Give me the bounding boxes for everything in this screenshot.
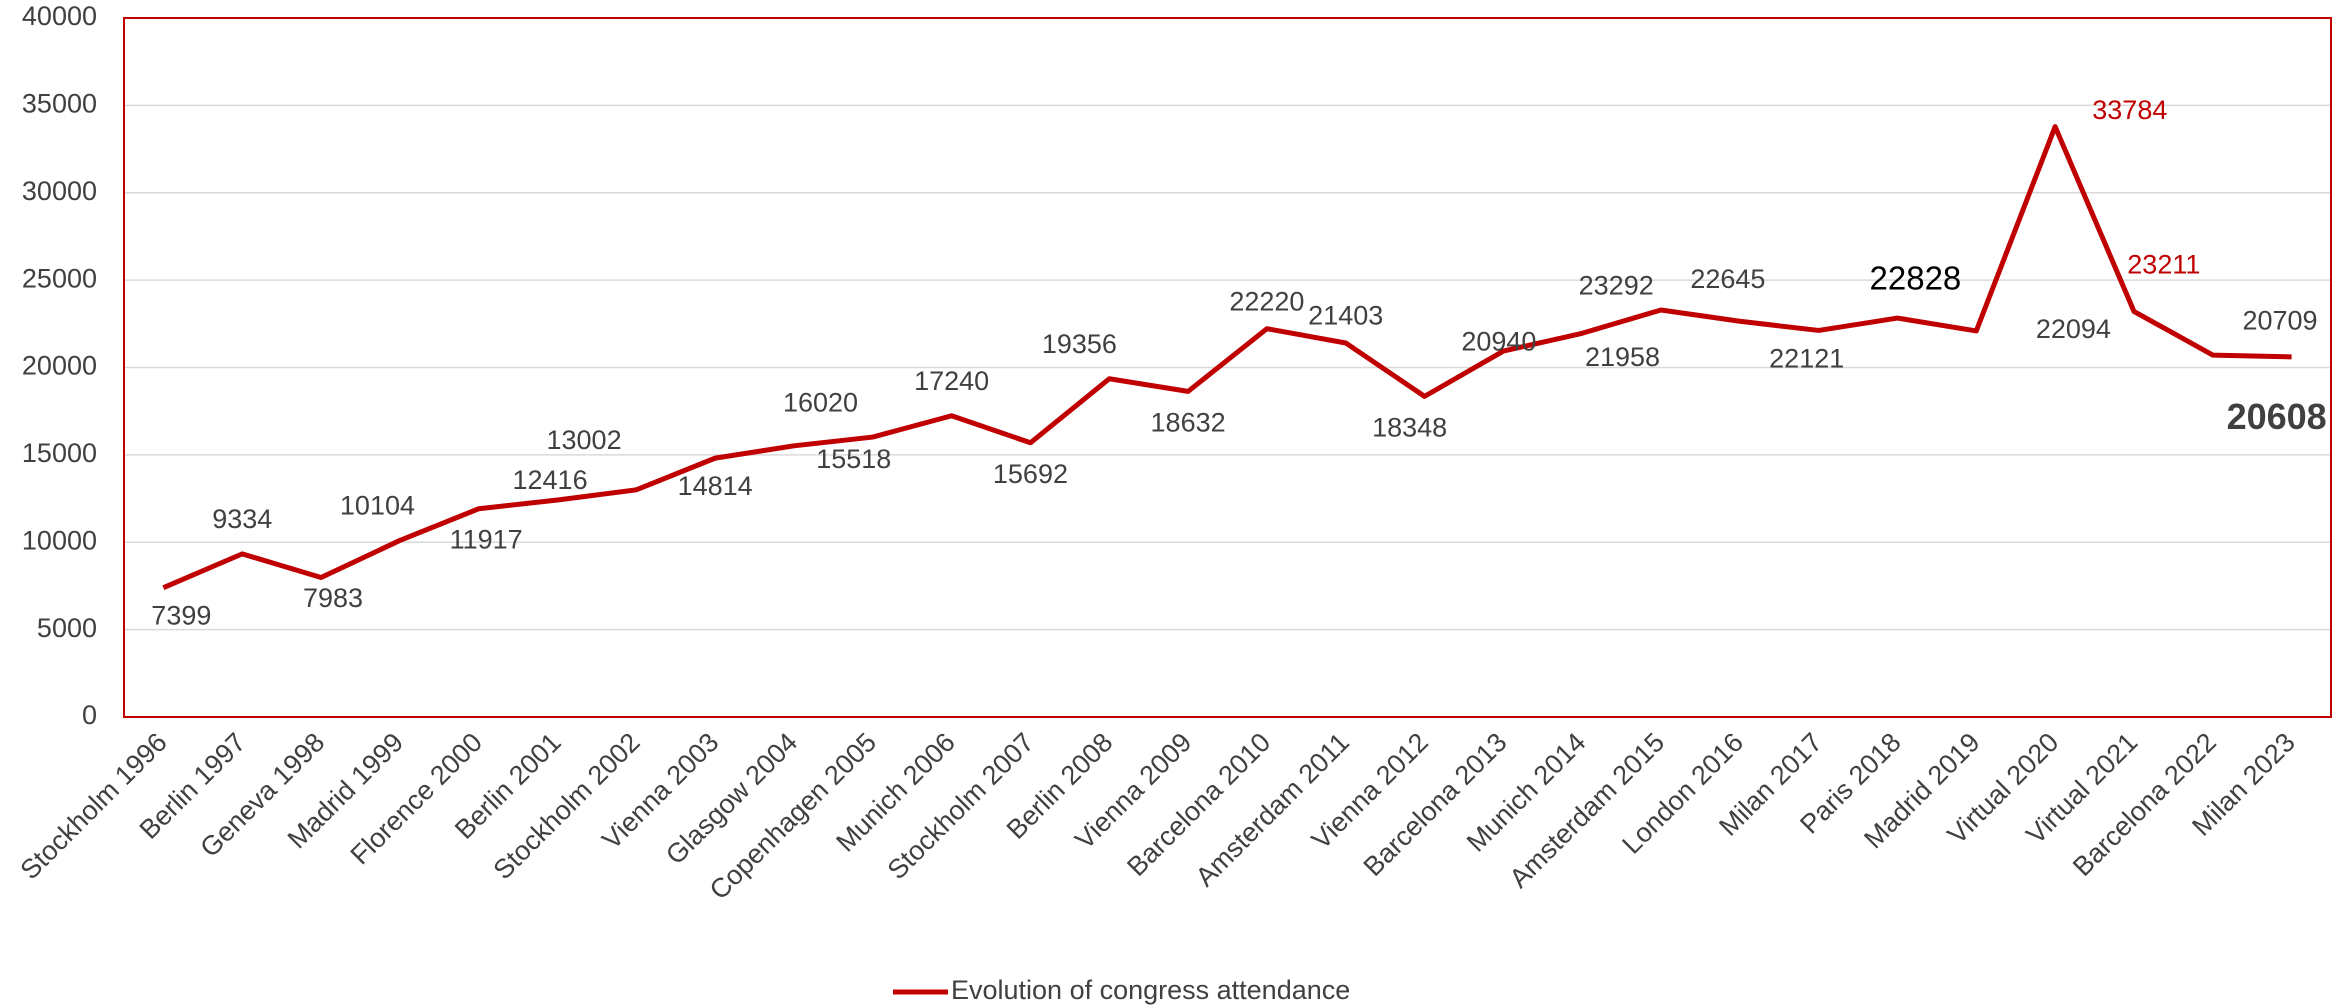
data-label: 16020 (783, 387, 858, 417)
data-label: 23211 (2127, 250, 2200, 280)
x-tick-label: Stockholm 2007 (882, 727, 1040, 885)
data-label: 10104 (340, 491, 415, 521)
x-tick-label: Stockholm 1996 (15, 727, 173, 885)
data-label: 20608 (2227, 396, 2327, 437)
data-label: 12416 (513, 465, 588, 495)
data-label: 9334 (212, 504, 272, 534)
y-tick-label: 15000 (22, 438, 97, 468)
y-tick-label: 10000 (22, 525, 97, 555)
legend-label: Evolution of congress attendance (951, 975, 1350, 1005)
data-label: 20709 (2242, 305, 2317, 335)
y-tick-label: 40000 (22, 1, 97, 31)
data-label: 21958 (1585, 342, 1660, 372)
y-tick-label: 0 (82, 700, 97, 730)
data-label: 22121 (1769, 343, 1844, 373)
data-label: 7983 (303, 583, 363, 613)
data-label: 19356 (1042, 329, 1117, 359)
data-label: 20940 (1461, 327, 1536, 357)
y-tick-label: 35000 (22, 89, 97, 119)
data-label: 13002 (547, 425, 622, 455)
data-label: 33784 (2092, 95, 2167, 125)
data-label: 15518 (816, 444, 891, 474)
x-tick-label: Stockholm 2002 (487, 727, 645, 885)
x-tick-label: Barcelona 2013 (1358, 727, 1513, 882)
y-tick-label: 5000 (37, 613, 97, 643)
data-label: 22828 (1870, 259, 1962, 296)
data-label: 18348 (1372, 412, 1447, 442)
data-label: 14814 (678, 471, 753, 501)
data-label: 7399 (151, 601, 211, 631)
y-tick-label: 30000 (22, 176, 97, 206)
line (162, 124, 2292, 590)
data-label: 15692 (993, 459, 1068, 489)
data-label: 22094 (2036, 314, 2111, 344)
data-label: 17240 (914, 366, 989, 396)
data-label: 22645 (1690, 264, 1765, 294)
y-tick-label: 25000 (22, 263, 97, 293)
data-label: 11917 (450, 525, 523, 555)
data-label: 23292 (1579, 271, 1654, 301)
data-label: 21403 (1308, 301, 1383, 331)
y-tick-label: 20000 (22, 351, 97, 381)
data-label: 18632 (1151, 407, 1226, 437)
x-tick-label: Barcelona 2010 (1121, 727, 1276, 882)
data-label: 22220 (1229, 286, 1304, 316)
x-tick-label: Barcelona 2022 (2067, 727, 2222, 882)
plot-border (123, 17, 2332, 718)
